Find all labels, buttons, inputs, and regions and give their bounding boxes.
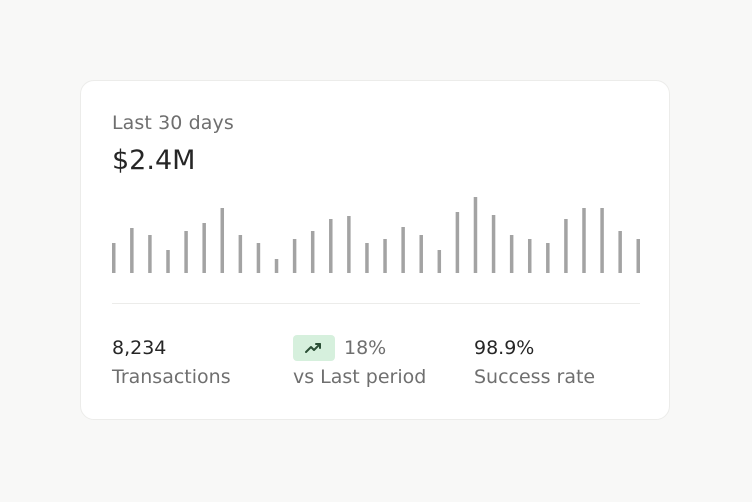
sparkline-bar bbox=[419, 235, 423, 273]
success-rate-label: Success rate bbox=[474, 366, 596, 388]
sparkline-bar bbox=[437, 250, 442, 273]
sparkline-bar bbox=[365, 243, 369, 273]
stat-change: 18% vs Last period bbox=[293, 335, 426, 390]
sparkline-bar bbox=[274, 259, 279, 273]
divider bbox=[112, 303, 640, 304]
sparkline-bar bbox=[600, 208, 604, 273]
stat-success-rate: 98.9% Success rate bbox=[474, 335, 595, 390]
sparkline-bar bbox=[148, 235, 152, 273]
sparkline-bar bbox=[383, 239, 387, 273]
stat-transactions: 8,234 Transactions bbox=[112, 335, 231, 390]
sparkline-bar bbox=[527, 239, 532, 273]
sparkline-bar bbox=[184, 231, 188, 273]
sparkline-bar bbox=[310, 231, 315, 273]
sparkline-bar bbox=[130, 228, 134, 273]
sparkline-bar bbox=[546, 243, 550, 273]
sparkline-bar bbox=[112, 243, 116, 273]
total-amount: $2.4M bbox=[112, 145, 196, 176]
sparkline-bar bbox=[509, 235, 514, 273]
trend-badge bbox=[293, 335, 335, 361]
sparkline-bar bbox=[166, 250, 170, 273]
sparkline-bar bbox=[491, 215, 496, 273]
sparkline-bar bbox=[220, 208, 225, 273]
trending-up-icon bbox=[305, 343, 321, 353]
sparkline-bar bbox=[582, 208, 586, 273]
change-percent: 18% bbox=[344, 337, 387, 359]
sparkline-bar bbox=[347, 216, 351, 273]
sparkline-bar bbox=[618, 231, 622, 273]
change-label: vs Last period bbox=[293, 366, 427, 388]
sparkline-bar bbox=[564, 219, 568, 273]
transactions-value: 8,234 bbox=[112, 337, 167, 359]
sparkline-bar bbox=[636, 239, 640, 273]
sparkline-bar bbox=[256, 243, 261, 273]
sparkline-bar bbox=[473, 197, 478, 273]
sparkline-bar bbox=[401, 227, 405, 273]
transactions-label: Transactions bbox=[112, 366, 231, 388]
sparkline-chart bbox=[112, 197, 640, 273]
success-rate-value: 98.9% bbox=[474, 337, 535, 359]
period-label: Last 30 days bbox=[112, 112, 234, 134]
sparkline-bar bbox=[202, 223, 206, 273]
sparkline-bar bbox=[238, 235, 243, 273]
summary-card: Last 30 days $2.4M 8,234 Transactions 18… bbox=[80, 80, 670, 420]
sparkline-bar bbox=[329, 219, 333, 273]
sparkline-bar bbox=[455, 212, 460, 273]
sparkline-bar bbox=[292, 239, 297, 273]
